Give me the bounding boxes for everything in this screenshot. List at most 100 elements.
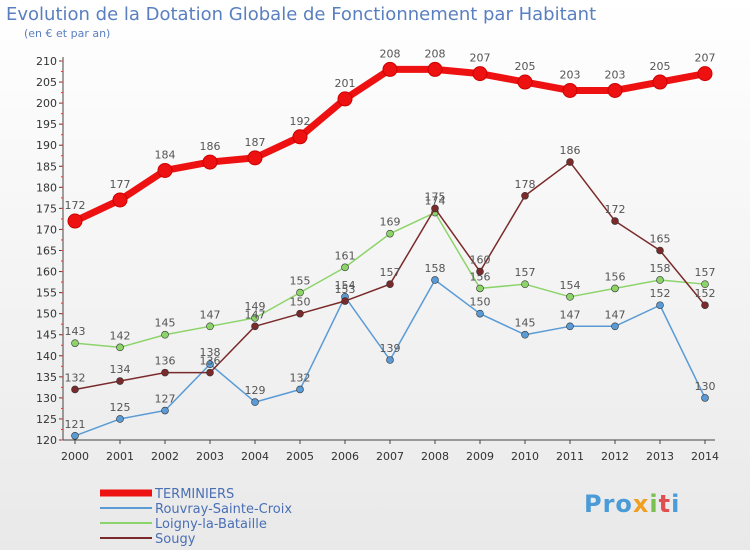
data-label: 143	[65, 325, 86, 338]
data-point	[251, 314, 259, 322]
data-point	[116, 343, 124, 352]
data-label: 147	[560, 308, 581, 321]
legend-label: Loigny-la-Bataille	[155, 517, 267, 532]
data-label: 158	[425, 262, 446, 275]
data-label: 147	[605, 308, 626, 321]
data-label: 207	[470, 52, 491, 65]
data-point	[71, 431, 79, 440]
data-point	[251, 322, 259, 331]
data-label: 150	[290, 296, 311, 309]
data-point	[697, 66, 713, 82]
data-point	[431, 204, 439, 213]
data-point	[566, 293, 574, 301]
y-tick-label: 210	[36, 55, 57, 68]
x-tick-label: 2014	[691, 450, 719, 463]
data-label: 184	[155, 148, 176, 161]
data-point	[476, 309, 484, 318]
data-point	[67, 213, 83, 229]
data-label: 208	[425, 47, 446, 60]
data-point	[472, 66, 488, 82]
data-label: 174	[425, 195, 446, 208]
y-tick-label: 175	[36, 202, 57, 215]
data-point	[652, 74, 668, 90]
data-label: 208	[380, 47, 401, 60]
x-tick-label: 2011	[556, 450, 584, 463]
data-label: 145	[515, 317, 536, 330]
data-point	[427, 61, 443, 77]
data-point	[341, 297, 349, 305]
data-point	[656, 276, 664, 284]
data-point	[71, 339, 79, 347]
proxiti-logo: Proxiti	[584, 490, 681, 518]
data-label: 138	[200, 346, 221, 359]
data-point	[382, 61, 398, 77]
data-label: 186	[560, 144, 581, 157]
data-point	[112, 192, 128, 208]
y-tick-label: 140	[36, 350, 57, 363]
data-label: 152	[695, 287, 716, 300]
data-point	[701, 394, 709, 402]
data-label: 130	[695, 380, 716, 393]
data-label: 147	[200, 308, 221, 321]
data-point	[337, 91, 353, 107]
x-tick-label: 2008	[421, 450, 449, 463]
y-tick-label: 125	[36, 413, 57, 426]
data-label: 156	[470, 270, 491, 283]
data-label: 154	[335, 279, 356, 292]
data-label: 139	[380, 342, 401, 355]
data-label: 153	[335, 283, 356, 296]
y-tick-label: 160	[36, 266, 57, 279]
data-point	[386, 229, 394, 238]
data-point	[611, 322, 619, 331]
data-label: 157	[515, 266, 536, 279]
data-label: 158	[650, 262, 671, 275]
data-label: 142	[110, 329, 131, 342]
chart-title: Evolution de la Dotation Globale de Fonc…	[6, 4, 597, 25]
data-label: 152	[650, 287, 671, 300]
data-label: 127	[155, 393, 176, 406]
legend-label: Sougy	[155, 532, 196, 547]
data-point	[161, 368, 169, 377]
data-point	[161, 330, 169, 339]
data-label: 157	[380, 266, 401, 279]
data-label: 136	[200, 355, 221, 368]
data-label: 134	[110, 363, 131, 376]
y-tick-label: 190	[36, 139, 57, 152]
data-label: 177	[110, 178, 131, 191]
data-label: 192	[290, 115, 311, 128]
data-point	[476, 267, 484, 276]
y-tick-label: 150	[36, 308, 57, 321]
y-tick-label: 170	[36, 223, 57, 236]
data-point	[566, 322, 574, 331]
data-point	[656, 301, 664, 310]
x-tick-label: 2009	[466, 450, 494, 463]
data-point	[386, 280, 394, 288]
data-point	[701, 280, 709, 288]
y-tick-label: 120	[36, 434, 57, 447]
x-tick-label: 2003	[196, 450, 224, 463]
data-label: 132	[65, 371, 86, 384]
data-label: 157	[695, 266, 716, 279]
data-label: 147	[245, 308, 266, 321]
data-label: 187	[245, 136, 266, 149]
data-label: 205	[650, 60, 671, 73]
data-label: 150	[470, 296, 491, 309]
data-point	[296, 385, 304, 394]
x-tick-label: 2001	[106, 450, 134, 463]
data-point	[607, 82, 623, 98]
data-label: 125	[110, 401, 131, 414]
data-label: 161	[335, 249, 356, 262]
x-tick-label: 2000	[61, 450, 89, 463]
data-point	[611, 284, 619, 293]
data-label: 136	[155, 355, 176, 368]
data-label: 186	[200, 140, 221, 153]
data-point	[656, 246, 664, 255]
data-label: 175	[425, 190, 446, 203]
y-tick-label: 165	[36, 245, 57, 258]
chart-subtitle: (en € et par an)	[24, 27, 111, 40]
data-label: 149	[245, 300, 266, 313]
data-label: 203	[605, 68, 626, 81]
data-label: 165	[650, 233, 671, 246]
